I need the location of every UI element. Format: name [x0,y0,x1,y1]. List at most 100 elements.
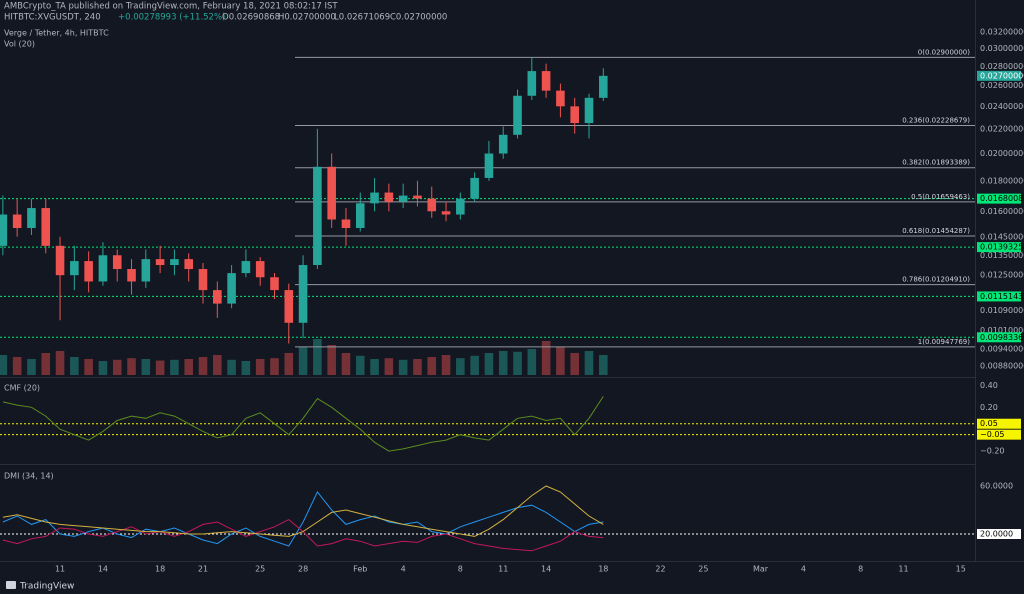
candle-body [55,245,65,276]
y-tick-label: 0.00940000 [980,344,1024,353]
y-tick-label: 0.02000000 [980,149,1024,158]
candle-body [513,95,522,135]
candle-body [398,195,408,202]
volume-bar [213,355,222,375]
candle-body [0,214,8,246]
candle-body [284,290,294,323]
symbol: HITBTC:XVGUSDT, 240 [4,13,101,23]
candle-body [441,211,451,215]
volume-bar [599,355,608,375]
candle-body [70,261,79,276]
volume-bar [327,345,336,375]
volume-bar [0,355,8,375]
publish-info: AMBCrypto_TA published on TradingView.co… [4,2,338,12]
volume-bar [456,358,465,375]
volume-bar [427,357,437,375]
y-tick-label: 60.0000 [980,482,1013,491]
volume-bar [112,359,122,375]
volume-bar [141,359,151,375]
x-tick-label: Feb [353,565,367,574]
level-label-bg [977,291,1021,302]
candle-body [227,273,236,304]
x-tick-label: 14 [541,565,551,574]
volume-bar [184,359,193,375]
y-tick-label: 0.01450000 [980,232,1024,241]
pane-title: Verge / Tether, 4h, HITBTC [4,29,109,38]
candle-body [355,203,365,228]
series-line [2,396,604,452]
y-tick-label: 0.01010000 [980,326,1024,335]
candle-body [184,259,193,270]
level-label-bg [977,242,1021,253]
volume-bar [41,353,51,375]
volume-bar [127,358,136,375]
y-tick-label: 0.01800000 [980,176,1024,185]
fib-label: 0(0.02900000) [918,48,970,56]
volume-bar [355,355,365,375]
volume-bar [413,359,422,375]
level-label-bg [977,429,1021,440]
candle-body [298,265,308,323]
volume-bar [198,357,208,375]
candle-body [427,198,437,212]
volume-bar [27,359,36,375]
volume-bar [55,351,65,375]
x-tick-label: 18 [155,565,165,574]
last-price-label: 0.02700000 [980,71,1024,80]
y-tick-label: 0.01350000 [980,251,1024,260]
volume-bar [398,359,408,375]
y-tick-label: 0.00880000 [980,362,1024,371]
candle-body [341,219,351,228]
y-tick-label: 0.40 [980,381,998,390]
volume-bar [341,353,351,375]
x-tick-label: 11 [498,565,508,574]
fib-label: 0.236(0.02228679) [902,116,970,124]
y-tick-label: 0.01250000 [980,271,1024,280]
volume-bar [370,359,379,375]
y-tick-label: −0.20 [980,447,1005,456]
candle-body [84,261,93,282]
candle-body [599,75,608,98]
y-tick-label: 0.02200000 [980,124,1024,133]
candle-body [370,192,379,204]
candle-body [498,134,508,154]
volume-bar [484,353,494,375]
level-label: 0.05 [980,419,998,428]
level-label: 20.0000 [980,530,1013,539]
x-tick-label: 14 [98,565,108,574]
y-tick-label: 0.20 [980,403,998,412]
volume-bar [584,351,594,375]
volume-bar [255,359,265,375]
candle-body [541,71,551,91]
level-label-bg [977,529,1021,539]
y-tick-label: 0.03200000 [980,27,1024,36]
price-change: +0.00278993 (+11.52%) [118,13,225,23]
volume-bar [70,357,79,375]
x-tick-label: Mar [753,565,769,574]
level-label: 0.01393254 [980,243,1024,252]
candle-body [241,261,251,274]
candle-body [584,97,594,124]
x-tick-label: 15 [956,565,966,574]
volume-bar [384,358,394,375]
volume-bar [170,359,179,375]
y-tick-label: 0.01600000 [980,207,1024,216]
last-price-bg [977,70,1021,81]
volume-bar [556,347,565,375]
series-line [2,519,604,552]
level-label: 0.01151432 [980,292,1024,301]
x-tick-label: 4 [801,565,806,574]
y-tick-label: 0.03000000 [980,44,1024,53]
ohlc-high: H0.02700000 [278,13,336,23]
volume-bar [527,349,537,375]
y-tick-label: 0.01090000 [980,306,1024,315]
ohlc-open: O0.02690868 [222,13,280,23]
candle-body [41,208,51,246]
brand-logo [6,581,16,589]
series-line [2,491,604,547]
candle-body [141,259,151,282]
brand[interactable]: TradingView [19,582,74,592]
candle-body [255,261,265,278]
